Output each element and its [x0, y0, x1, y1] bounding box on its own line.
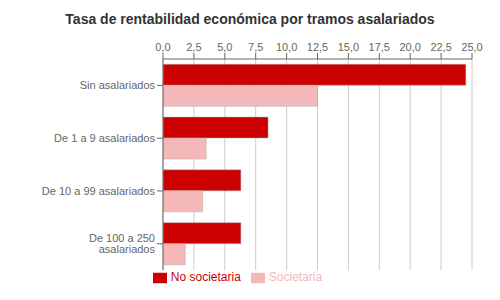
svg-text:0,0: 0,0: [155, 41, 170, 53]
svg-text:Sin asalariados: Sin asalariados: [80, 79, 156, 91]
svg-text:22,5: 22,5: [430, 41, 451, 53]
svg-text:De 100 a 250asalariados: De 100 a 250asalariados: [89, 232, 156, 255]
svg-text:5,0: 5,0: [217, 41, 232, 53]
html-text:Societaria: Societaria: [268, 270, 323, 285]
svg-text:15,0: 15,0: [338, 41, 359, 53]
svg-text:De 10 a 99 asalariados: De 10 a 99 asalariados: [42, 185, 156, 197]
svg-text:12,5: 12,5: [307, 41, 328, 53]
svg-text:17,5: 17,5: [369, 41, 390, 53]
svg-text:20,0: 20,0: [399, 41, 420, 53]
svg-text:De 1 a 9 asalariados: De 1 a 9 asalariados: [54, 132, 155, 144]
svg-text:2,5: 2,5: [186, 41, 201, 53]
html-text:No societaria: No societaria: [170, 270, 241, 285]
svg-text:10,0: 10,0: [276, 41, 297, 53]
svg-text:7,5: 7,5: [248, 41, 263, 53]
html-text:Tasa de rentabilidad económica: Tasa de rentabilidad económica por tramo…: [65, 11, 435, 27]
svg-text:25,0: 25,0: [461, 41, 482, 53]
